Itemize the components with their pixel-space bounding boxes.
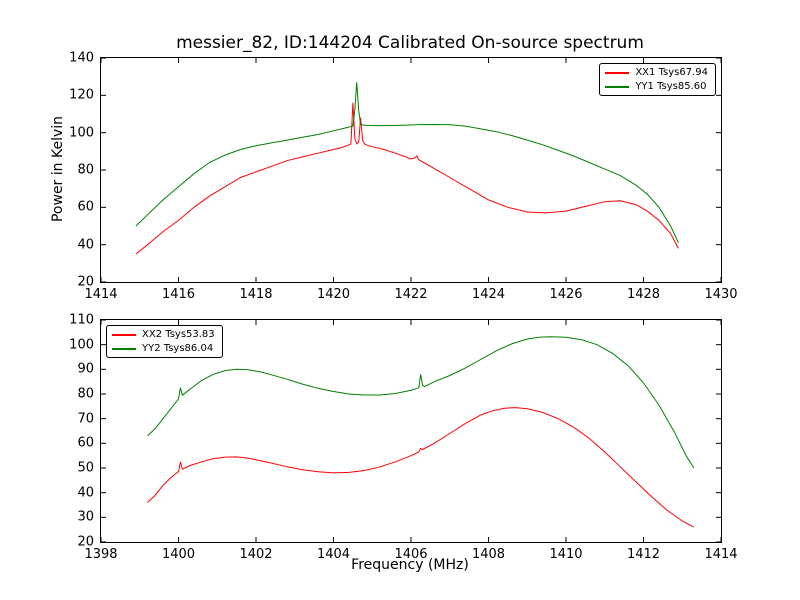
x-tick-label: 1398 xyxy=(84,547,118,562)
y-tick-label: 140 xyxy=(69,50,94,66)
series-line-xx1 xyxy=(135,102,679,255)
legend-entry: XX1 Tsys67.94 xyxy=(605,67,708,78)
x-tick-label: 1406 xyxy=(394,547,428,562)
series-line-yy1 xyxy=(135,82,679,244)
plot-canvas xyxy=(100,57,722,283)
subplot-bottom: 1398 1400 1402 1404 1406 1408 1410 1412 1414 20 30… xyxy=(69,314,737,562)
legend: XX2 Tsys53.83 YY2 Tsys86.04 xyxy=(106,325,223,358)
legend-entry-label: XX2 Tsys53.83 xyxy=(142,329,215,340)
series-line-xx2 xyxy=(147,407,695,528)
x-tick-label: 1418 xyxy=(239,287,273,302)
y-tick-label: 60 xyxy=(77,199,94,215)
legend-line-sample xyxy=(112,333,136,336)
y-tick-label: 20 xyxy=(77,534,94,550)
y-tick-label: 20 xyxy=(77,274,94,290)
legend-entry-label: YY1 Tsys85.60 xyxy=(635,81,707,92)
y-axis-label: Power in Kelvin xyxy=(50,115,66,223)
y-tick-label: 60 xyxy=(77,435,94,451)
x-tick-label: 1430 xyxy=(704,287,738,302)
y-tick-label: 30 xyxy=(77,509,94,525)
y-tick-label: 100 xyxy=(69,125,94,141)
legend-entry-label: YY2 Tsys86.04 xyxy=(142,343,214,354)
x-tick-label: 1428 xyxy=(626,287,661,302)
chart-title: messier_82, ID:144204 Calibrated On-sour… xyxy=(176,33,644,53)
x-tick-label: 1408 xyxy=(471,547,506,562)
plot-canvas xyxy=(100,319,722,543)
x-tick-label: 1412 xyxy=(626,547,661,562)
legend-line-sample xyxy=(605,85,630,88)
x-axis-label: Frequency (MHz) xyxy=(351,557,469,573)
y-tick-label: 80 xyxy=(77,162,94,178)
x-tick-label: 1404 xyxy=(316,547,351,562)
legend-entry: YY1 Tsys85.60 xyxy=(605,81,708,92)
x-tick-label: 1422 xyxy=(394,287,428,302)
x-tick-label: 1414 xyxy=(84,287,118,302)
y-tick-label: 120 xyxy=(69,87,94,103)
legend-entry: YY2 Tsys86.04 xyxy=(112,343,215,354)
x-tick-label: 1424 xyxy=(471,287,506,302)
y-tick-label: 100 xyxy=(69,337,94,353)
x-tick-label: 1426 xyxy=(549,287,583,302)
x-tick-label: 1416 xyxy=(161,287,196,302)
x-tick-label: 1402 xyxy=(239,547,273,562)
x-tick-label: 1410 xyxy=(549,547,583,562)
x-tick-label: 1414 xyxy=(704,547,738,562)
x-tick-label: 1420 xyxy=(316,287,351,302)
legend-line-sample xyxy=(605,71,630,74)
y-tick-label: 90 xyxy=(77,361,94,377)
x-tick-label: 1400 xyxy=(161,547,196,562)
y-tick-label: 50 xyxy=(77,460,94,476)
subplot-top: 1414 1416 1418 1420 1422 1424 1426 1428 1430 20 40… xyxy=(69,52,737,302)
y-tick-label: 80 xyxy=(77,386,94,402)
legend: XX1 Tsys67.94 YY1 Tsys85.60 xyxy=(599,63,716,96)
y-tick-label: 40 xyxy=(77,237,94,253)
legend-line-sample xyxy=(112,347,136,350)
series-line-yy2 xyxy=(147,336,695,469)
y-tick-label: 70 xyxy=(77,411,94,427)
legend-entry-label: XX1 Tsys67.94 xyxy=(635,67,708,78)
y-tick-label: 110 xyxy=(69,312,94,328)
legend-entry: XX2 Tsys53.83 xyxy=(112,329,215,340)
y-tick-label: 40 xyxy=(77,485,94,501)
